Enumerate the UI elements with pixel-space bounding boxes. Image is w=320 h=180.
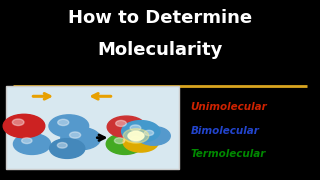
Circle shape [130,125,141,131]
Circle shape [128,131,144,140]
Circle shape [106,134,143,154]
Text: Termolecular: Termolecular [190,149,266,159]
Circle shape [22,138,32,144]
Circle shape [49,115,89,137]
Circle shape [58,119,69,126]
Circle shape [12,119,24,125]
Text: How to Determine: How to Determine [68,9,252,27]
FancyBboxPatch shape [6,86,179,169]
Circle shape [50,139,85,158]
Circle shape [69,132,81,138]
Circle shape [115,138,125,144]
Circle shape [61,127,100,150]
Circle shape [3,114,45,138]
Circle shape [57,143,67,148]
Circle shape [123,129,149,143]
Circle shape [123,132,158,152]
Circle shape [144,130,154,136]
Circle shape [122,121,160,142]
Circle shape [131,136,141,142]
Circle shape [116,120,126,127]
Circle shape [137,127,170,145]
Circle shape [107,116,146,138]
Text: Unimolecular: Unimolecular [190,102,267,112]
Circle shape [13,134,51,154]
Text: Bimolecular: Bimolecular [190,125,259,136]
Text: Molecularity: Molecularity [97,41,223,59]
